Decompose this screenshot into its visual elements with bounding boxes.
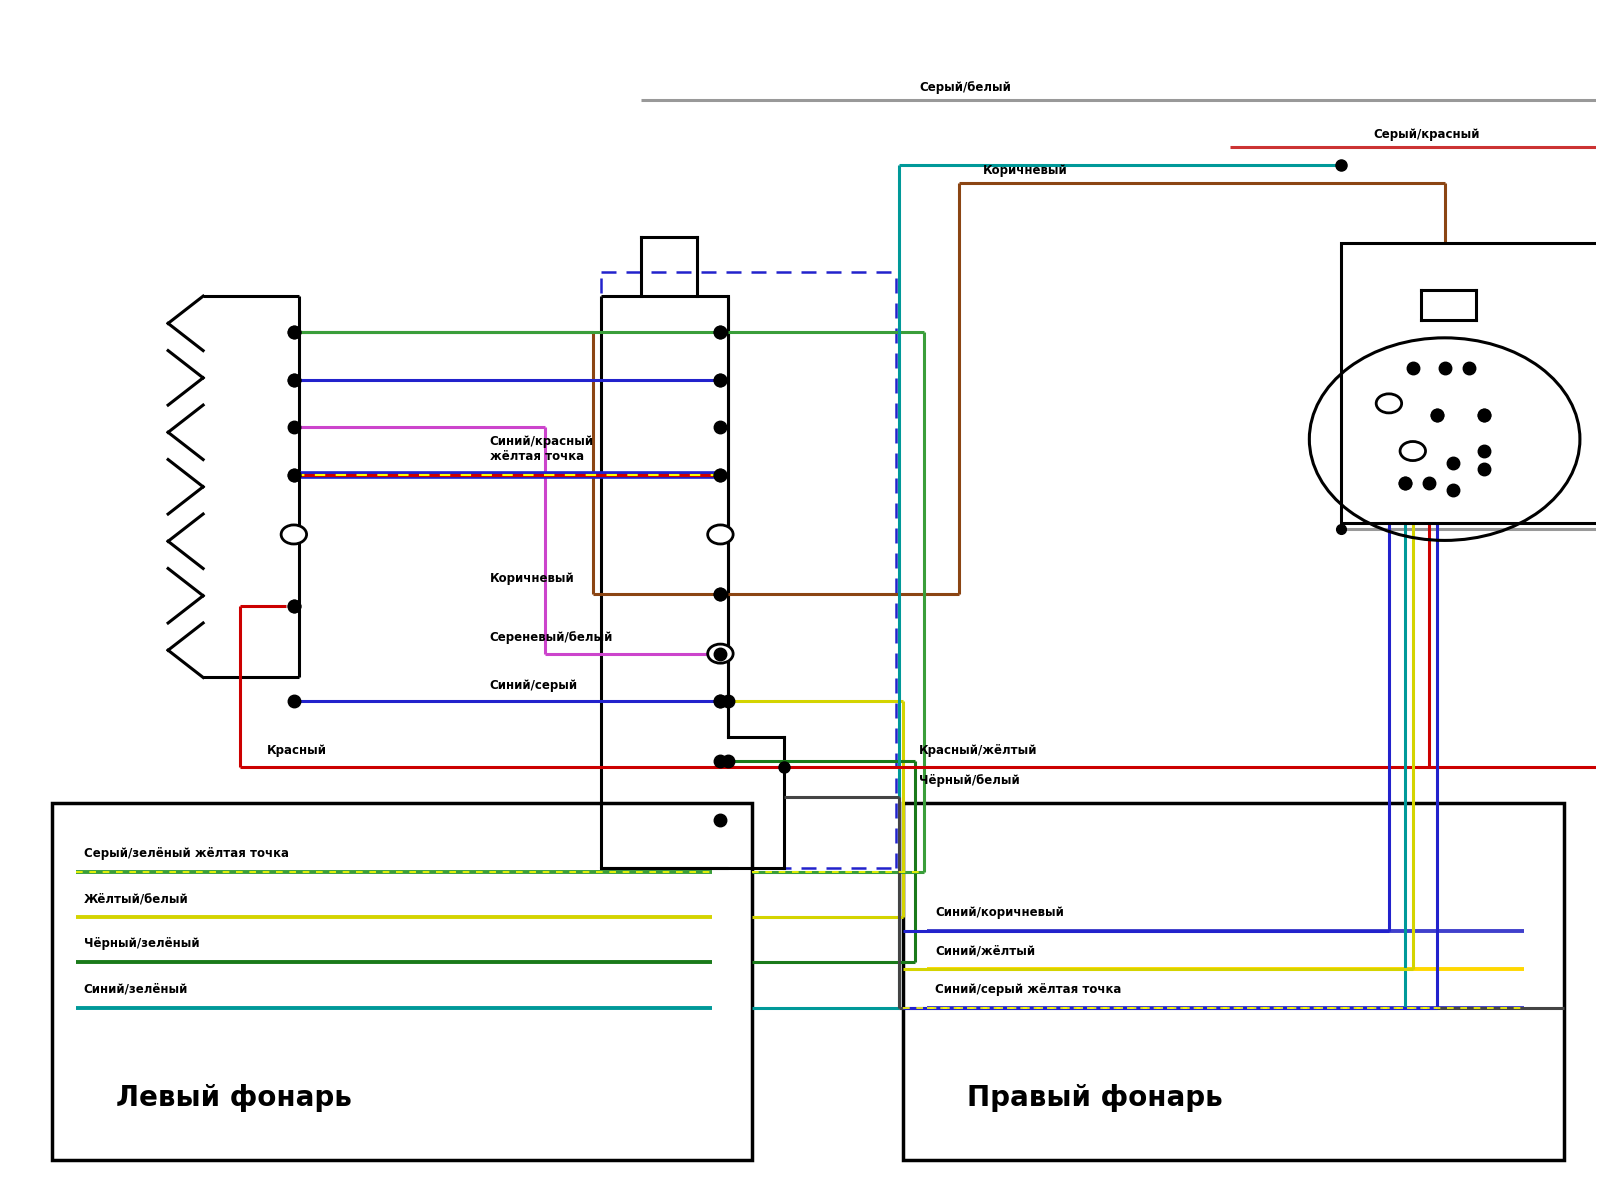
Text: Коричневый: Коричневый — [490, 571, 574, 584]
Text: Жёлтый/белый: Жёлтый/белый — [83, 892, 189, 905]
FancyBboxPatch shape — [904, 803, 1565, 1160]
FancyBboxPatch shape — [1341, 242, 1600, 522]
FancyBboxPatch shape — [51, 803, 752, 1160]
Text: Чёрный/зелёный: Чёрный/зелёный — [83, 937, 200, 950]
Text: Синий/коричневый: Синий/коричневый — [936, 906, 1064, 919]
Text: Серый/красный: Серый/красный — [1373, 128, 1480, 142]
Text: Чёрный/белый: Чёрный/белый — [920, 774, 1021, 787]
Text: Серый/зелёный жёлтая точка: Серый/зелёный жёлтая точка — [83, 847, 288, 859]
Text: Синий/серый: Синий/серый — [490, 679, 578, 691]
Text: Правый фонарь: Правый фонарь — [966, 1085, 1222, 1112]
Text: Сереневый/белый: Сереневый/белый — [490, 631, 613, 644]
Circle shape — [707, 644, 733, 664]
Text: Синий/красный
жёлтая точка: Синий/красный жёлтая точка — [490, 434, 594, 463]
Text: Синий/серый жёлтая точка: Синий/серый жёлтая точка — [936, 983, 1122, 996]
Text: Коричневый: Коричневый — [982, 164, 1067, 176]
Circle shape — [1376, 394, 1402, 413]
Text: Красный: Красный — [267, 744, 326, 757]
Text: Синий/жёлтый: Синий/жёлтый — [936, 944, 1035, 958]
Circle shape — [282, 524, 307, 544]
Circle shape — [707, 524, 733, 544]
Text: Красный/жёлтый: Красный/жёлтый — [920, 744, 1038, 757]
Text: Серый/белый: Серый/белый — [920, 80, 1011, 94]
Text: Синий/зелёный: Синий/зелёный — [83, 983, 189, 996]
Circle shape — [1400, 442, 1426, 461]
Text: Левый фонарь: Левый фонарь — [115, 1085, 352, 1112]
